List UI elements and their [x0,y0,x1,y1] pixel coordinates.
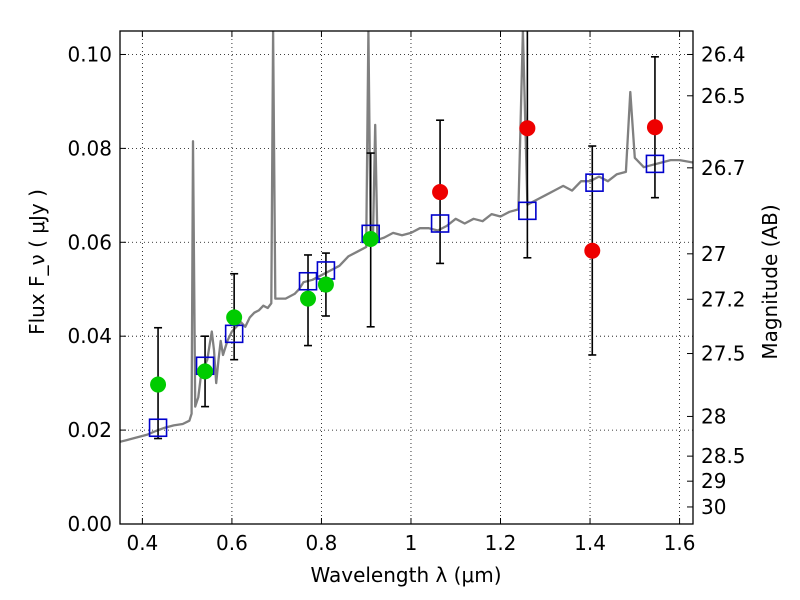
model-square-point [430,214,450,233]
y2-tick-label: 28 [701,404,726,428]
y2-tick-label: 27.2 [701,287,746,311]
model-square-point [148,418,168,438]
y2-tick-label: 29 [701,469,726,493]
measurement-point [197,363,214,380]
y2-tick-label: 26.7 [701,156,746,180]
measurement-point [226,309,243,326]
measurement-point [362,230,379,247]
grid [120,31,693,525]
measurement-point [317,276,334,293]
model-square-point [298,271,318,291]
measurement-point [432,184,449,201]
measurement-point [584,242,601,259]
x-tick-label: 1.2 [485,531,517,555]
x-axis-label: Wavelength λ (μm) [310,563,501,587]
axis-ticks: 0.4 0.6 0.8 1 1.2 1.4 1.6 0.00 0.02 0.04 0.06 0.08 0… [67,31,746,555]
measurement-point [646,119,663,136]
plot-data [120,31,693,443]
model-square-point [645,154,665,174]
y2-tick-label: 26.4 [701,42,746,66]
y2-axis-label: Magnitude (AB) [758,204,782,359]
y2-tick-label: 30 [701,495,726,519]
x-tick-label: 1 [405,531,418,555]
y-tick-label: 0.02 [67,418,112,442]
x-tick-label: 0.8 [306,531,338,555]
model-square-point [585,173,604,192]
y2-tick-label: 27 [701,242,726,266]
y-tick-label: 0.06 [67,230,112,254]
model-square-point [518,201,537,221]
y2-tick-label: 26.5 [701,84,746,108]
x-tick-label: 1.4 [574,531,606,555]
measurement-point [300,290,317,307]
x-tick-label: 0.6 [216,531,248,555]
plot-frame [119,30,694,525]
y-tick-label: 0.08 [67,136,112,160]
measurement-point [519,120,536,137]
y2-tick-label: 27.5 [701,342,746,366]
measurement-point [150,376,167,393]
x-tick-label: 0.4 [126,531,158,555]
y2-tick-label: 28.5 [701,444,746,468]
y-tick-label: 0.04 [67,324,112,348]
x-tick-label: 1.6 [664,531,696,555]
y-axis-label: Flux F_ν ( μJy ) [25,189,49,335]
spectrum-line [120,31,693,443]
y-tick-label: 0.10 [67,42,112,66]
y-tick-label: 0.00 [67,512,112,536]
